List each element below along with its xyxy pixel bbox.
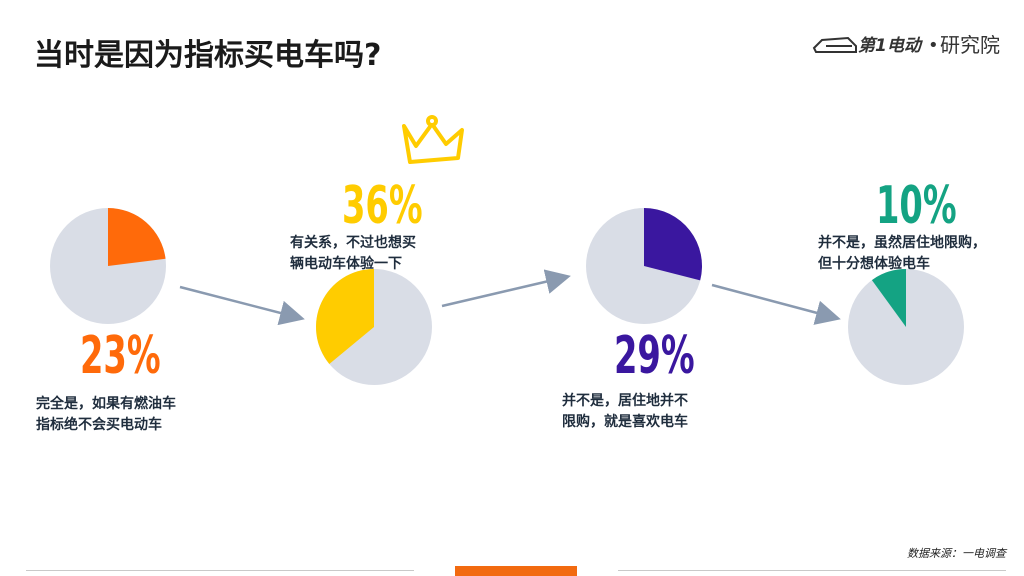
logo-brand: 第1电动 <box>858 36 924 56</box>
desc-3: 并不是，居住地并不 限购，就是喜欢电车 <box>562 391 688 433</box>
arrow-line-1 <box>179 285 305 326</box>
brand-logo: 第1电动 • 研究院 <box>812 33 1000 57</box>
desc-4-line-2: 但十分想体验电车 <box>818 256 930 272</box>
data-source: 数据来源：一电调查 <box>907 547 1006 560</box>
desc-4-line-1: 并不是，虽然居住地限购， <box>818 235 986 251</box>
pie-chart-2 <box>316 269 432 385</box>
pie-2-slice <box>316 269 374 364</box>
pie-3-slice <box>644 208 703 281</box>
pct-label-3: 29% <box>614 326 695 386</box>
desc-2-line-1: 有关系，不过也想买 <box>290 235 416 251</box>
desc-1-line-1: 完全是，如果有燃油车 <box>36 396 176 412</box>
arrow-line-2 <box>441 269 571 308</box>
pct-label-1: 23% <box>80 326 161 386</box>
footer-accent-bar <box>455 566 577 576</box>
desc-4: 并不是，虽然居住地限购， 但十分想体验电车 <box>818 233 986 275</box>
desc-3-line-1: 并不是，居住地并不 <box>562 393 688 409</box>
desc-2-line-2: 辆电动车体验一下 <box>290 256 402 272</box>
desc-3-line-2: 限购，就是喜欢电车 <box>562 414 688 430</box>
pct-label-4: 10% <box>876 176 957 236</box>
desc-2: 有关系，不过也想买 辆电动车体验一下 <box>290 233 416 275</box>
crown-icon <box>402 115 464 164</box>
logo-suffix: 研究院 <box>940 33 1000 57</box>
arrow-line-3 <box>711 283 841 325</box>
pie-1-slice <box>108 208 166 266</box>
pie-chart-1 <box>50 208 166 324</box>
footer-line-right <box>618 570 1006 571</box>
logo-dot: • <box>928 35 939 56</box>
car-logo-icon <box>812 36 857 53</box>
pct-label-2: 36% <box>342 176 423 236</box>
desc-1-line-2: 指标绝不会买电动车 <box>36 417 162 433</box>
page-title: 当时是因为指标买电车吗? <box>34 38 382 73</box>
footer-line-left <box>26 570 414 571</box>
pie-chart-4 <box>848 269 964 385</box>
pie-chart-3 <box>586 208 703 324</box>
desc-1: 完全是，如果有燃油车 指标绝不会买电动车 <box>36 394 176 436</box>
pie-4-slice <box>871 269 906 327</box>
